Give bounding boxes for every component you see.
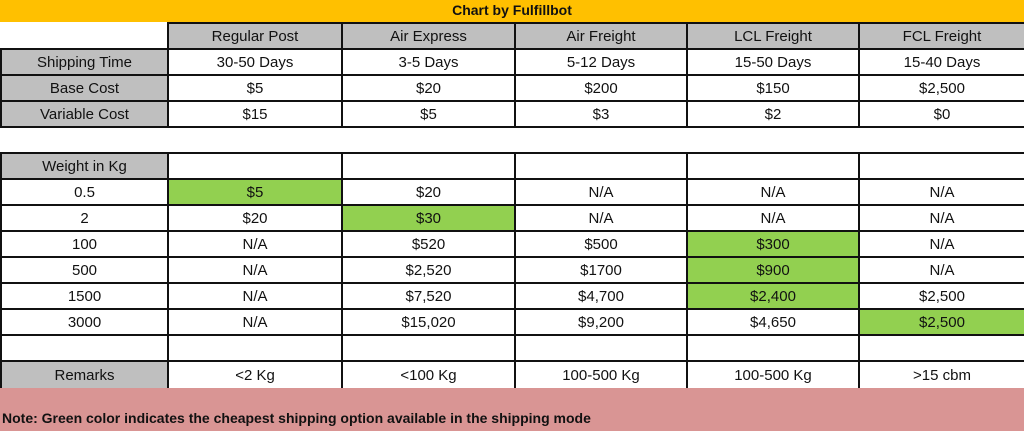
weight-row: 1500 N/A $7,520 $4,700 $2,400 $2,500 [0,282,1024,310]
weight-label: 1500 [0,282,169,310]
info-cell: $5 [167,74,343,102]
mode-header: Air Freight [514,22,688,50]
remark-cell: >15 cbm [858,360,1024,390]
empty-cell [514,152,688,180]
remarks-label: Remarks [0,360,169,390]
info-cell: $15 [167,100,343,128]
blank-row [0,334,1024,362]
mode-header-row: Regular Post Air Express Air Freight LCL… [1,22,1024,50]
cost-cell: $4,700 [514,282,688,310]
empty-corner [1,23,168,49]
weight-header: Weight in Kg [0,152,169,180]
cost-cell: N/A [167,308,343,336]
weight-label: 2 [0,204,169,232]
weight-row: 500 N/A $2,520 $1700 $900 N/A [0,256,1024,284]
weight-row: 3000 N/A $15,020 $9,200 $4,650 $2,500 [0,308,1024,336]
cost-cell: $15,020 [341,308,516,336]
weight-row: 0.5 $5 $20 N/A N/A N/A [0,178,1024,206]
remark-cell: 100-500 Kg [514,360,688,390]
mode-header: Regular Post [167,22,343,50]
cost-cell: $9,200 [514,308,688,336]
weight-row: 2 $20 $30 N/A N/A N/A [0,204,1024,232]
info-cell: 5-12 Days [514,48,688,76]
remark-cell: <2 Kg [167,360,343,390]
info-row: Base Cost $5 $20 $200 $150 $2,500 [0,74,1024,102]
cheapest-cost-cell: $300 [686,230,860,258]
info-cell: 30-50 Days [167,48,343,76]
remark-cell: <100 Kg [341,360,516,390]
row-label: Shipping Time [0,48,169,76]
info-cell: $20 [341,74,516,102]
note-banner: Note: Green color indicates the cheapest… [0,388,1024,431]
cost-cell: N/A [167,256,343,284]
empty-cell [341,334,516,362]
cost-cell: N/A [858,204,1024,232]
empty-cell [686,152,860,180]
remarks-row: Remarks <2 Kg <100 Kg 100-500 Kg 100-500… [0,360,1024,390]
weight-cost-table: Weight in Kg 0.5 $5 $20 N/A N/A N/A 2 $20 $30 N/A… [0,152,1024,390]
remark-cell: 100-500 Kg [686,360,860,390]
cost-cell: N/A [858,256,1024,284]
info-cell: $200 [514,74,688,102]
cost-cell: $500 [514,230,688,258]
info-row: Variable Cost $15 $5 $3 $2 $0 [0,100,1024,128]
cost-cell: $520 [341,230,516,258]
empty-cell [514,334,688,362]
cheapest-cost-cell: $30 [341,204,516,232]
empty-cell [686,334,860,362]
cost-cell: $4,650 [686,308,860,336]
weight-label: 100 [0,230,169,258]
mode-header: FCL Freight [858,22,1024,50]
empty-cell [0,334,169,362]
row-label: Variable Cost [0,100,169,128]
empty-cell [167,152,343,180]
cost-cell: N/A [514,178,688,206]
cost-cell: N/A [686,178,860,206]
cost-cell: N/A [686,204,860,232]
cost-cell: $1700 [514,256,688,284]
mode-header: LCL Freight [686,22,860,50]
empty-cell [341,152,516,180]
info-cell: $5 [341,100,516,128]
shipping-info-table: Regular Post Air Express Air Freight LCL… [0,22,1024,128]
empty-cell [858,334,1024,362]
cost-cell: $2,520 [341,256,516,284]
cheapest-cost-cell: $5 [167,178,343,206]
cost-cell: $2,500 [858,282,1024,310]
weight-row: 100 N/A $520 $500 $300 N/A [0,230,1024,258]
chart-title: Chart by Fulfillbot [0,0,1024,22]
empty-cell [858,152,1024,180]
info-row: Shipping Time 30-50 Days 3-5 Days 5-12 Days… [0,48,1024,76]
cost-cell: N/A [858,178,1024,206]
cheapest-cost-cell: $900 [686,256,860,284]
cheapest-cost-cell: $2,400 [686,282,860,310]
info-cell: $3 [514,100,688,128]
info-cell: $0 [858,100,1024,128]
cost-cell: N/A [858,230,1024,258]
cost-cell: $7,520 [341,282,516,310]
cost-cell: N/A [514,204,688,232]
cost-cell: N/A [167,230,343,258]
info-cell: $2 [686,100,860,128]
cheapest-cost-cell: $2,500 [858,308,1024,336]
cost-cell: N/A [167,282,343,310]
mode-header: Air Express [341,22,516,50]
info-cell: $150 [686,74,860,102]
weight-label: 500 [0,256,169,284]
weight-label: 0.5 [0,178,169,206]
info-cell: $2,500 [858,74,1024,102]
weight-label: 3000 [0,308,169,336]
info-cell: 3-5 Days [341,48,516,76]
weight-header-row: Weight in Kg [0,152,1024,180]
cost-cell: $20 [167,204,343,232]
info-cell: 15-40 Days [858,48,1024,76]
info-cell: 15-50 Days [686,48,860,76]
cost-cell: $20 [341,178,516,206]
row-label: Base Cost [0,74,169,102]
empty-cell [167,334,343,362]
